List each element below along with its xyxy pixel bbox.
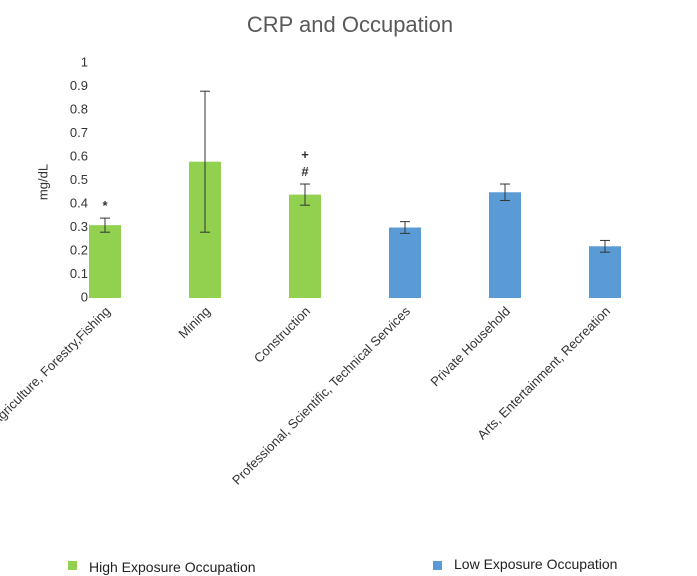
- chart-title: CRP and Occupation: [247, 12, 453, 37]
- x-tick-label: Construction: [251, 304, 313, 366]
- x-tick-label: Agriculture, Forestry,Fishing: [0, 304, 113, 429]
- y-tick-label: 0.4: [70, 195, 88, 210]
- y-tick-label: 0.6: [70, 148, 88, 163]
- x-tick-label: Mining: [175, 304, 213, 342]
- bar: [589, 246, 621, 298]
- bar: [389, 227, 421, 298]
- y-tick-label: 0.2: [70, 242, 88, 257]
- annotation: #: [301, 164, 309, 179]
- y-tick-label: 0.9: [70, 78, 88, 93]
- legend-swatch: [68, 561, 77, 570]
- bar: [289, 194, 321, 298]
- bar: [489, 192, 521, 298]
- x-tick-label: Professional, Scientific, Technical Serv…: [229, 303, 414, 488]
- y-tick-label: 0.7: [70, 125, 88, 140]
- annotation: +: [301, 147, 309, 162]
- y-tick-label: 0.8: [70, 101, 88, 116]
- legend-label: High Exposure Occupation: [89, 559, 256, 575]
- y-tick-label: 0: [81, 289, 88, 304]
- y-tick-label: 0.3: [70, 219, 88, 234]
- bar: [89, 225, 121, 298]
- y-tick-label: 1: [81, 54, 88, 69]
- y-tick-label: 0.1: [70, 266, 88, 281]
- legend-label: Low Exposure Occupation: [454, 556, 617, 572]
- x-tick-label: Private Household: [427, 304, 513, 390]
- annotation: *: [102, 198, 108, 213]
- y-tick-label: 0.5: [70, 172, 88, 187]
- legend-swatch: [433, 561, 442, 570]
- y-axis-label: mg/dL: [35, 164, 50, 200]
